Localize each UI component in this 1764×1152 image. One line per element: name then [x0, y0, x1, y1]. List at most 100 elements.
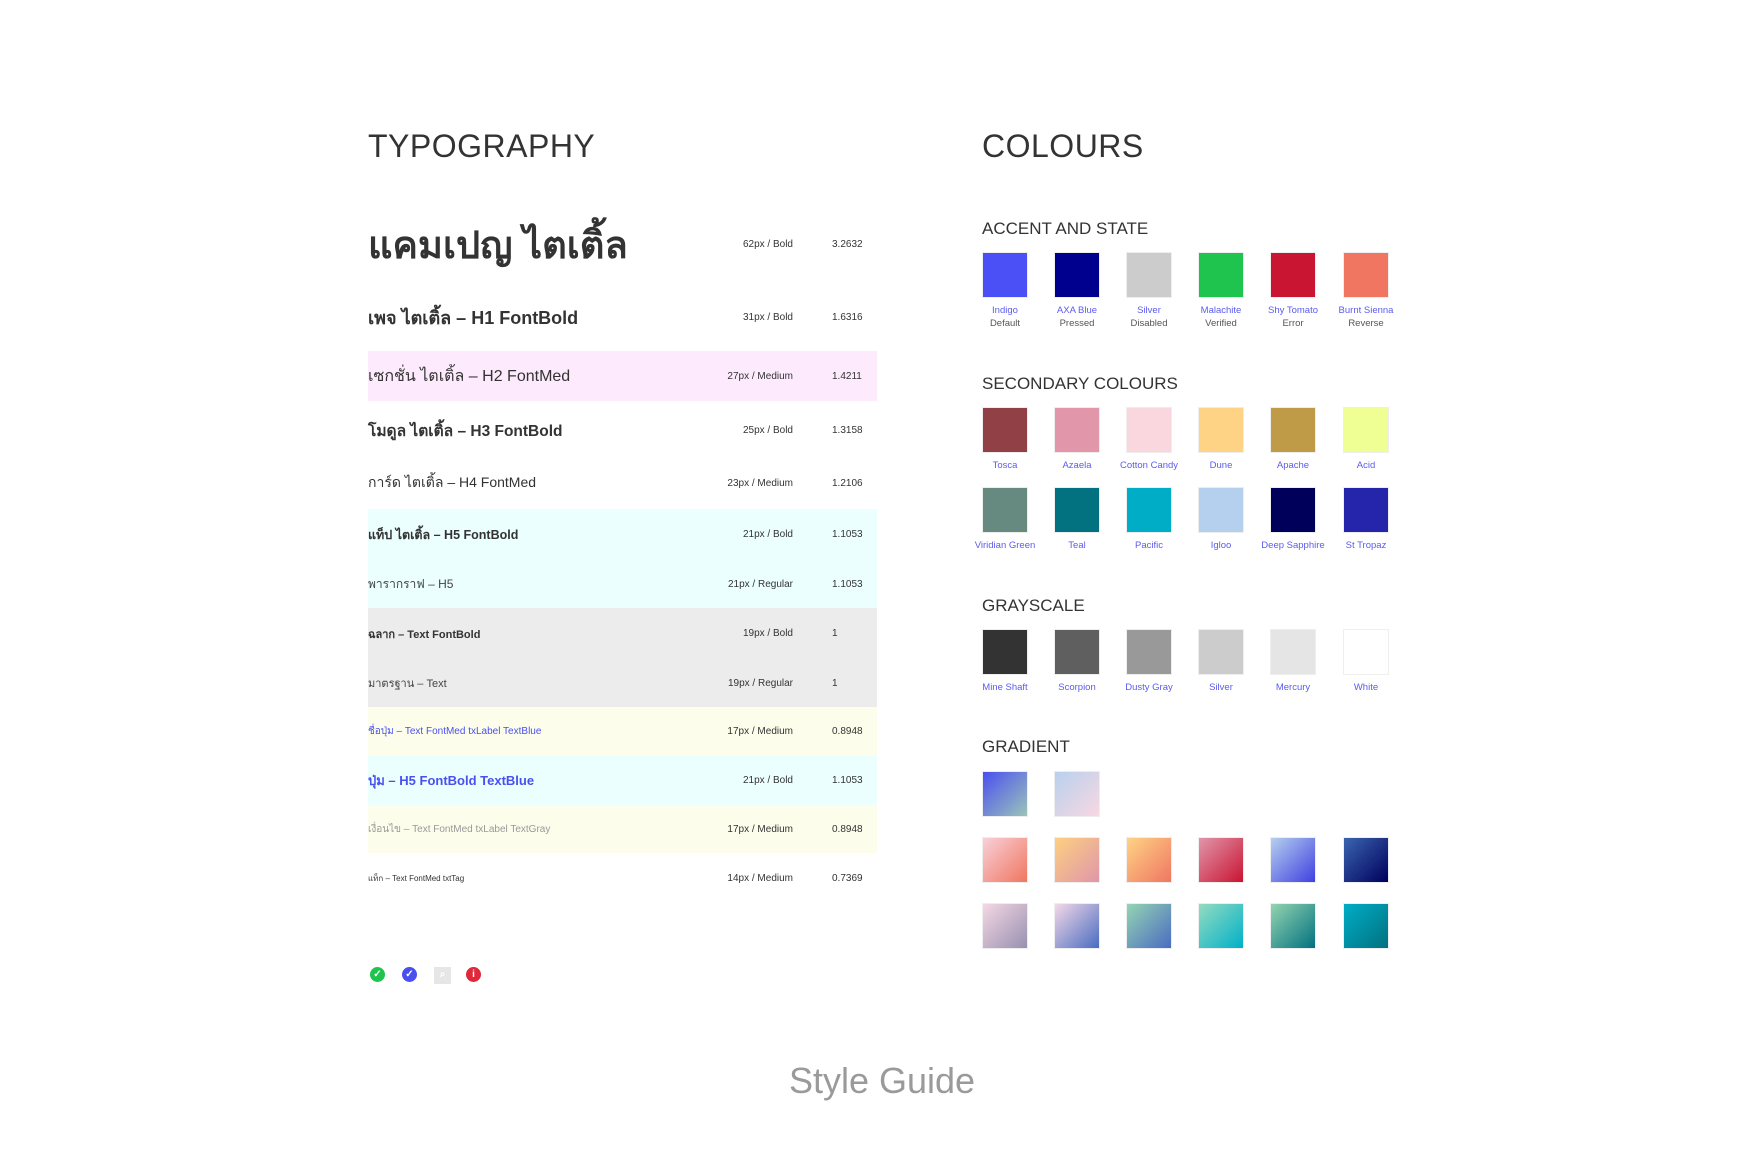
type-sample: ฉลาก – Text FontBold	[368, 628, 481, 641]
type-spec: 19px / Regular	[727, 677, 793, 689]
colour-name: AXA Blue	[1056, 305, 1098, 316]
type-sample: โมดูล ไตเติ้ล – H3 FontBold	[368, 422, 563, 440]
typography-title: TYPOGRAPHY	[368, 128, 596, 164]
colour-name: St Tropaz	[1345, 540, 1387, 551]
colour-swatch	[1270, 487, 1316, 533]
colour-name: Indigo	[992, 305, 1018, 316]
colour-swatch	[1198, 629, 1244, 675]
type-ratio: 1.1053	[832, 775, 863, 786]
colour-usage: Disabled	[1130, 318, 1168, 329]
colour-name: Azaela	[1062, 460, 1092, 471]
gradient-swatch	[1343, 903, 1389, 949]
colour-swatch	[1343, 252, 1389, 298]
type-row: แคมเปญ ไตเติ้ล 62px / Bold 3.2632	[368, 222, 877, 267]
colour-swatch	[1126, 407, 1172, 453]
type-sample: เพจ ไตเติ้ล – H1 FontBold	[368, 307, 579, 328]
type-ratio: 0.7369	[832, 872, 863, 884]
colour-swatch	[1054, 407, 1100, 453]
colour-swatch	[1054, 252, 1100, 298]
colour-name: Deep Sapphire	[1261, 540, 1325, 551]
type-spec: 21px / Bold	[742, 529, 793, 540]
type-row: ฉลาก – Text FontBold 19px / Bold 1	[368, 608, 877, 659]
colour-name: Apache	[1276, 460, 1310, 471]
type-spec: 23px / Medium	[727, 477, 793, 489]
gradient-swatch	[1126, 837, 1172, 883]
gradient-swatch	[1054, 771, 1100, 817]
type-row: แท็ป ไตเติ้ล – H5 FontBold 21px / Bold 1.1…	[368, 509, 877, 560]
colour-name: White	[1353, 682, 1379, 693]
colour-swatch	[1198, 487, 1244, 533]
colour-usage: Reverse	[1348, 318, 1384, 329]
colour-swatch	[1343, 487, 1389, 533]
colour-name: Dusty Gray	[1125, 682, 1173, 693]
type-ratio: 0.8948	[832, 726, 863, 737]
colour-swatch	[1343, 407, 1389, 453]
type-ratio: 1	[832, 677, 838, 689]
colour-name: Silver	[1137, 305, 1161, 316]
colour-name: Mercury	[1275, 682, 1311, 693]
type-ratio: 1.2106	[832, 477, 863, 489]
type-row: เพจ ไตเติ้ล – H1 FontBold 31px / Bold 1.63…	[368, 295, 877, 339]
gradient-swatch	[1270, 837, 1316, 883]
type-row: พารากราฟ – H5 21px / Regular 1.1053	[368, 560, 877, 608]
type-ratio: 1	[832, 628, 838, 639]
gradient-swatch	[1198, 903, 1244, 949]
accent-title: ACCENT AND STATE	[982, 219, 1149, 238]
colour-name: Pacific	[1135, 540, 1163, 551]
colour-swatch	[982, 629, 1028, 675]
type-sample: ชื่อปุ่ม – Text FontMed txLabel TextBlue	[368, 726, 542, 737]
type-row: ชื่อปุ่ม – Text FontMed txLabel TextBlue…	[368, 707, 877, 756]
type-sample: แคมเปญ ไตเติ้ล	[368, 224, 628, 267]
colour-swatch	[1198, 252, 1244, 298]
type-spec: 27px / Medium	[727, 370, 793, 382]
type-spec: 19px / Bold	[742, 628, 793, 639]
colour-swatch	[982, 252, 1028, 298]
colour-swatch	[1270, 407, 1316, 453]
type-spec: 31px / Bold	[742, 311, 793, 323]
colour-name: Tosca	[992, 460, 1018, 471]
colour-swatch	[982, 407, 1028, 453]
gradient-swatch	[982, 837, 1028, 883]
colour-usage: Verified	[1205, 318, 1237, 329]
colour-name: Igloo	[1210, 540, 1232, 551]
colour-name: Malachite	[1200, 305, 1242, 316]
gradient-swatch	[1054, 903, 1100, 949]
colour-swatch	[1270, 629, 1316, 675]
info-red-icon: i	[466, 967, 481, 982]
gradient-swatch	[1054, 837, 1100, 883]
grayscale-title: GRAYSCALE	[982, 596, 1085, 615]
type-ratio: 1.1053	[832, 578, 863, 590]
type-spec: 25px / Bold	[742, 424, 793, 436]
colour-swatch	[1054, 629, 1100, 675]
gradient-swatch	[982, 771, 1028, 817]
colour-usage: Pressed	[1059, 318, 1095, 329]
type-sample: เงื่อนไข – Text FontMed txLabel TextGray	[368, 823, 551, 835]
type-row: เงื่อนไข – Text FontMed txLabel TextGray…	[368, 805, 877, 853]
type-sample: แท็ก – Text FontMed txtTag	[368, 873, 465, 883]
type-row: เซกชั่น ไตเติ้ล – H2 FontMed 27px / Mediu…	[368, 351, 877, 401]
colours-title: COLOURS	[982, 128, 1144, 164]
type-ratio: 3.2632	[832, 238, 863, 250]
type-spec: 21px / Regular	[727, 578, 793, 590]
check-circle-blue-icon: ✓	[402, 967, 417, 982]
colour-swatch	[1343, 629, 1389, 675]
type-sample: มาตรฐาน – Text	[368, 678, 447, 690]
colour-name: Shy Tomato	[1268, 305, 1318, 316]
type-ratio: 1.3158	[832, 424, 863, 436]
colour-swatch	[1126, 629, 1172, 675]
colour-swatch	[1054, 487, 1100, 533]
colour-name: Scorpion	[1058, 682, 1096, 693]
type-spec: 14px / Medium	[727, 872, 793, 884]
colour-name: Silver	[1209, 682, 1233, 693]
colour-name: Teal	[1068, 540, 1086, 551]
colour-swatch	[982, 487, 1028, 533]
style-guide-title: Style Guide	[788, 1060, 976, 1101]
type-row: มาตรฐาน – Text 19px / Regular 1	[368, 659, 877, 707]
type-spec: 17px / Medium	[727, 726, 793, 737]
colour-name: Mine Shaft	[982, 682, 1028, 693]
type-sample: ปุ่ม – H5 FontBold TextBlue	[368, 773, 535, 788]
check-circle-green-icon: ✓	[370, 967, 385, 982]
colour-swatch	[1126, 252, 1172, 298]
type-ratio: 1.1053	[832, 529, 863, 540]
type-spec: 17px / Medium	[727, 823, 793, 835]
